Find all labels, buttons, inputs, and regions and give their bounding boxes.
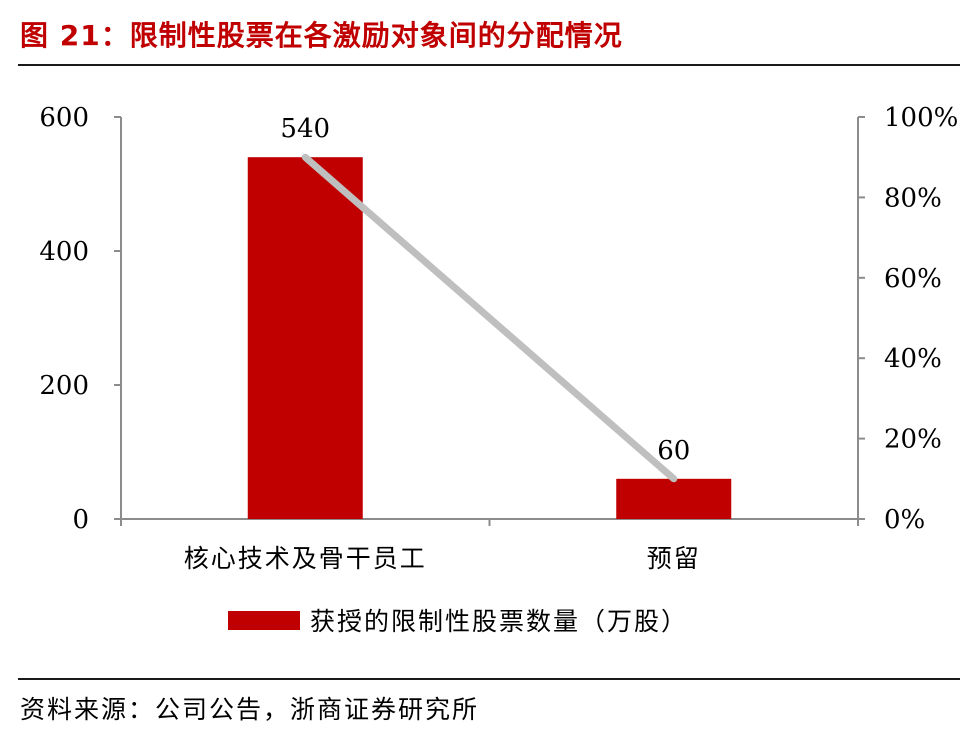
category-label: 预留 (647, 544, 701, 573)
bar-data-label: 540 (280, 114, 330, 144)
category-label: 核心技术及骨干员工 (184, 544, 427, 573)
y-right-tick-label: 80% (884, 183, 942, 213)
y-right-tick-label: 0% (884, 505, 925, 535)
y-left-tick-label: 600 (39, 103, 89, 133)
chart: 0 200 400 600 0% 20% 40% 60% 80% 100% 540 60 核心技术及骨干… (39, 103, 958, 636)
bottom-rule (18, 678, 960, 680)
figure-title: 图 21：限制性股票在各激励对象间的分配情况 (20, 19, 623, 52)
y-right-tick-label: 100% (884, 103, 958, 133)
bar-data-label: 60 (657, 436, 690, 466)
y-right-tick-label: 20% (884, 425, 942, 455)
y-right-tick-label: 60% (884, 264, 942, 294)
legend-swatch (228, 611, 300, 630)
y-left-tick-label: 0 (72, 505, 89, 535)
legend-label: 获授的限制性股票数量（万股） (310, 607, 688, 636)
source-note: 资料来源：公司公告，浙商证券研究所 (20, 695, 480, 724)
y-left-tick-label: 200 (39, 371, 89, 401)
bar (616, 478, 732, 519)
y-left-tick-label: 400 (39, 237, 89, 267)
bar (247, 157, 363, 519)
line-series (301, 153, 678, 483)
y-right-tick-label: 40% (884, 344, 942, 374)
top-rule (18, 64, 960, 66)
